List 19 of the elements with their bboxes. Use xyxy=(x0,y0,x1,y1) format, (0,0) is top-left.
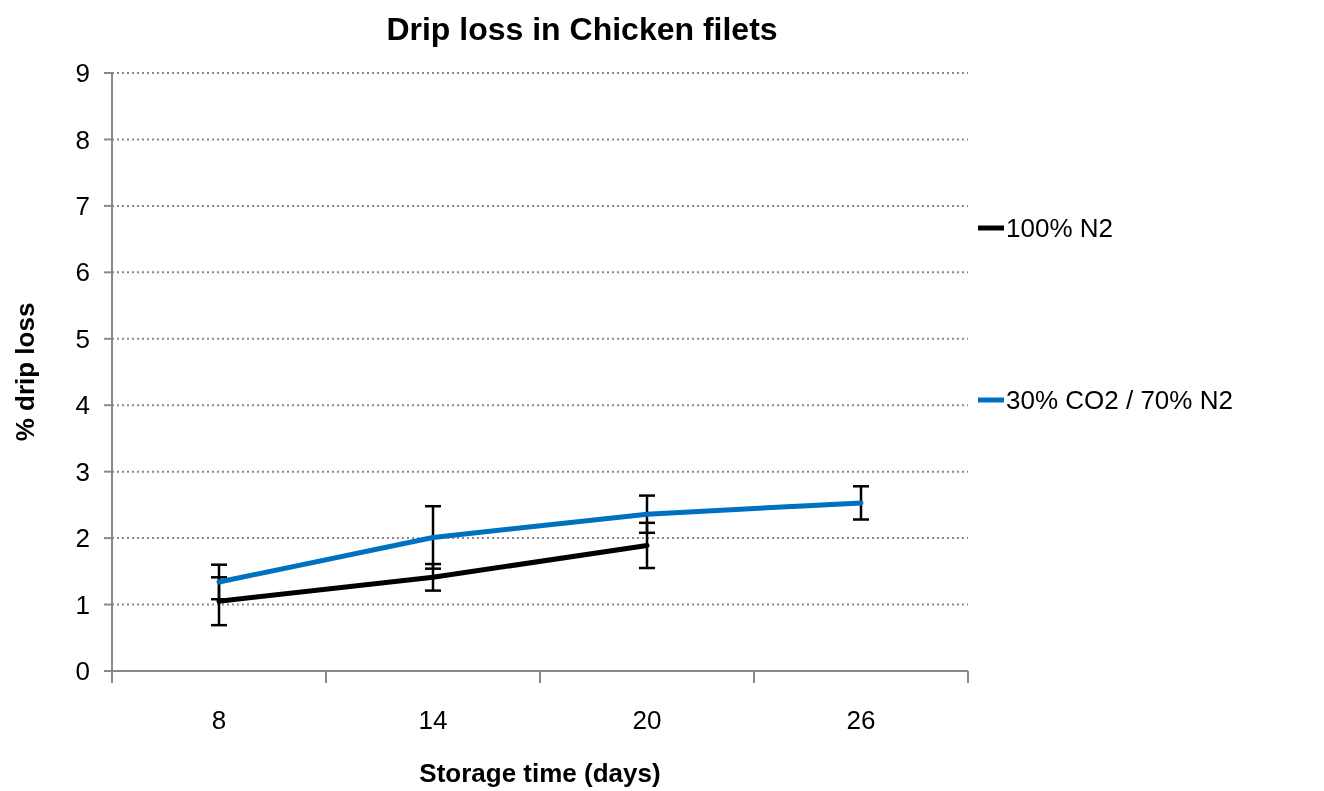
y-tick-label: 5 xyxy=(75,323,90,354)
y-tick-label: 9 xyxy=(75,58,90,89)
y-tick-label: 4 xyxy=(75,390,90,421)
y-tick-label: 2 xyxy=(75,523,90,554)
x-tick-label: 26 xyxy=(846,705,876,735)
x-axis-title: Storage time (days) xyxy=(419,758,661,788)
x-tick-label: 20 xyxy=(632,705,662,735)
y-tick-label: 6 xyxy=(75,257,90,288)
y-tick-label: 8 xyxy=(75,124,90,155)
y-axis-title: % drip loss xyxy=(10,302,40,442)
chart-title: Drip loss in Chicken filets xyxy=(386,11,778,47)
legend-label: 30% CO2 / 70% N2 xyxy=(1006,385,1233,416)
y-tick-label: 7 xyxy=(75,190,90,221)
x-tick-label: 8 xyxy=(211,705,227,735)
y-tick-label: 3 xyxy=(75,456,90,487)
legend-label: 100% N2 xyxy=(1006,213,1113,244)
y-tick-label: 0 xyxy=(75,656,90,687)
x-tick-label: 14 xyxy=(418,705,448,735)
y-tick-label: 1 xyxy=(75,589,90,620)
